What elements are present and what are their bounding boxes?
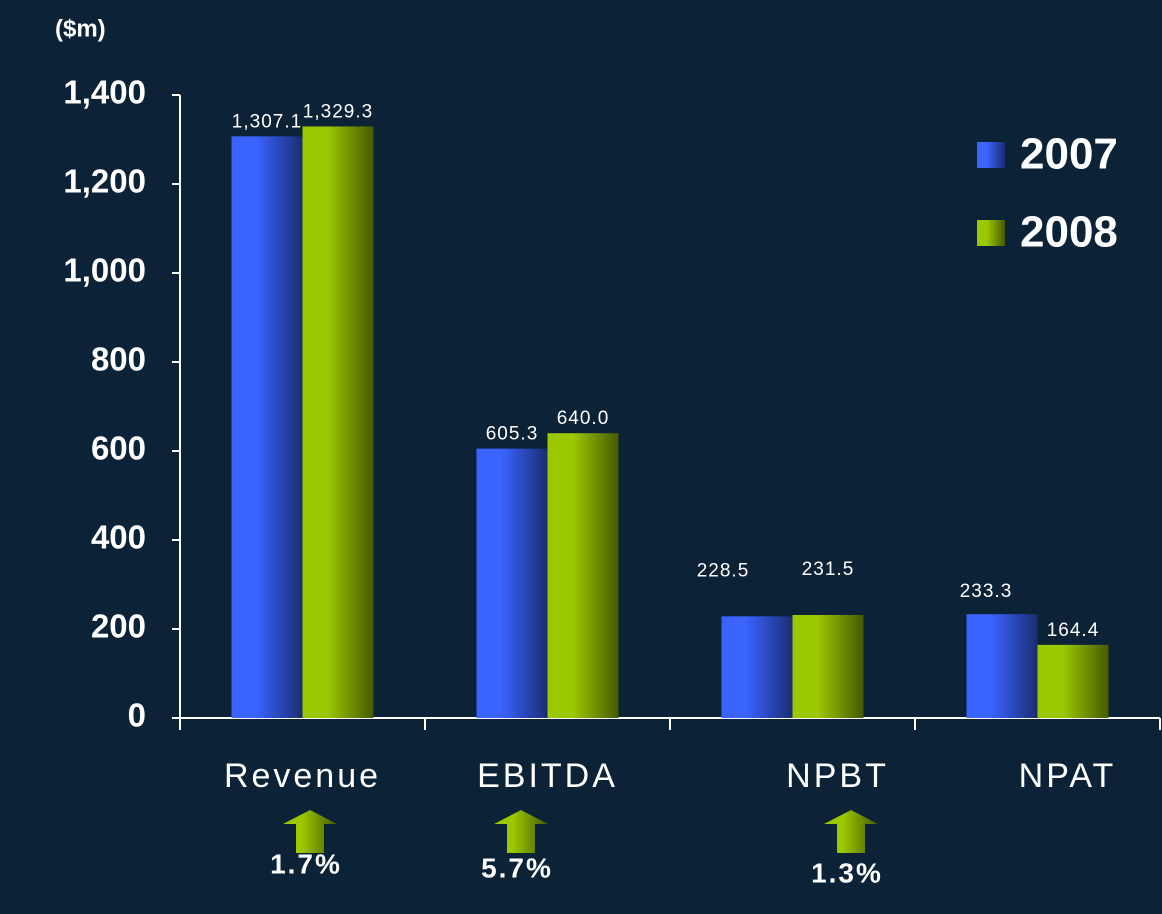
value-label: 605.3	[486, 424, 539, 445]
x-tick-label: NPBT	[786, 757, 889, 795]
x-tick-label: EBITDA	[477, 757, 618, 795]
legend-label: 2008	[1020, 208, 1118, 257]
bar	[547, 433, 619, 718]
value-label: 231.5	[802, 559, 855, 580]
bar	[721, 616, 793, 718]
y-tick-label: 1,200	[63, 163, 146, 200]
x-tick-label: Revenue	[224, 757, 381, 795]
growth-arrow	[494, 810, 548, 853]
y-axis-label: ($m)	[55, 15, 106, 42]
x-tick-label: NPAT	[1019, 757, 1117, 795]
value-label: 164.4	[1047, 620, 1100, 641]
growth-arrow	[283, 810, 337, 853]
bar	[231, 136, 303, 718]
y-tick-label: 0	[128, 697, 146, 734]
legend-swatch	[977, 142, 1005, 168]
bar	[1037, 644, 1109, 718]
legend-label: 2007	[1020, 130, 1118, 179]
growth-annotation: 1.7%	[270, 848, 342, 879]
value-label: 233.3	[960, 581, 1013, 602]
y-tick-label: 400	[91, 519, 146, 556]
legend-swatch	[977, 220, 1005, 246]
growth-arrow	[824, 810, 878, 853]
bar	[966, 614, 1038, 718]
y-tick-label: 200	[91, 608, 146, 645]
bar	[302, 126, 374, 719]
bar	[792, 614, 864, 718]
y-tick-label: 800	[91, 341, 146, 378]
value-label: 1,307.1	[232, 111, 302, 132]
y-tick-label: 1,000	[63, 252, 146, 289]
bar	[476, 448, 548, 718]
y-tick-label: 600	[91, 430, 146, 467]
growth-annotation: 5.7%	[481, 852, 553, 883]
value-label: 1,329.3	[303, 101, 373, 122]
growth-annotation: 1.3%	[811, 857, 883, 888]
y-tick-label: 1,400	[63, 74, 146, 111]
value-label: 228.5	[697, 560, 750, 581]
value-label: 640.0	[557, 408, 610, 429]
